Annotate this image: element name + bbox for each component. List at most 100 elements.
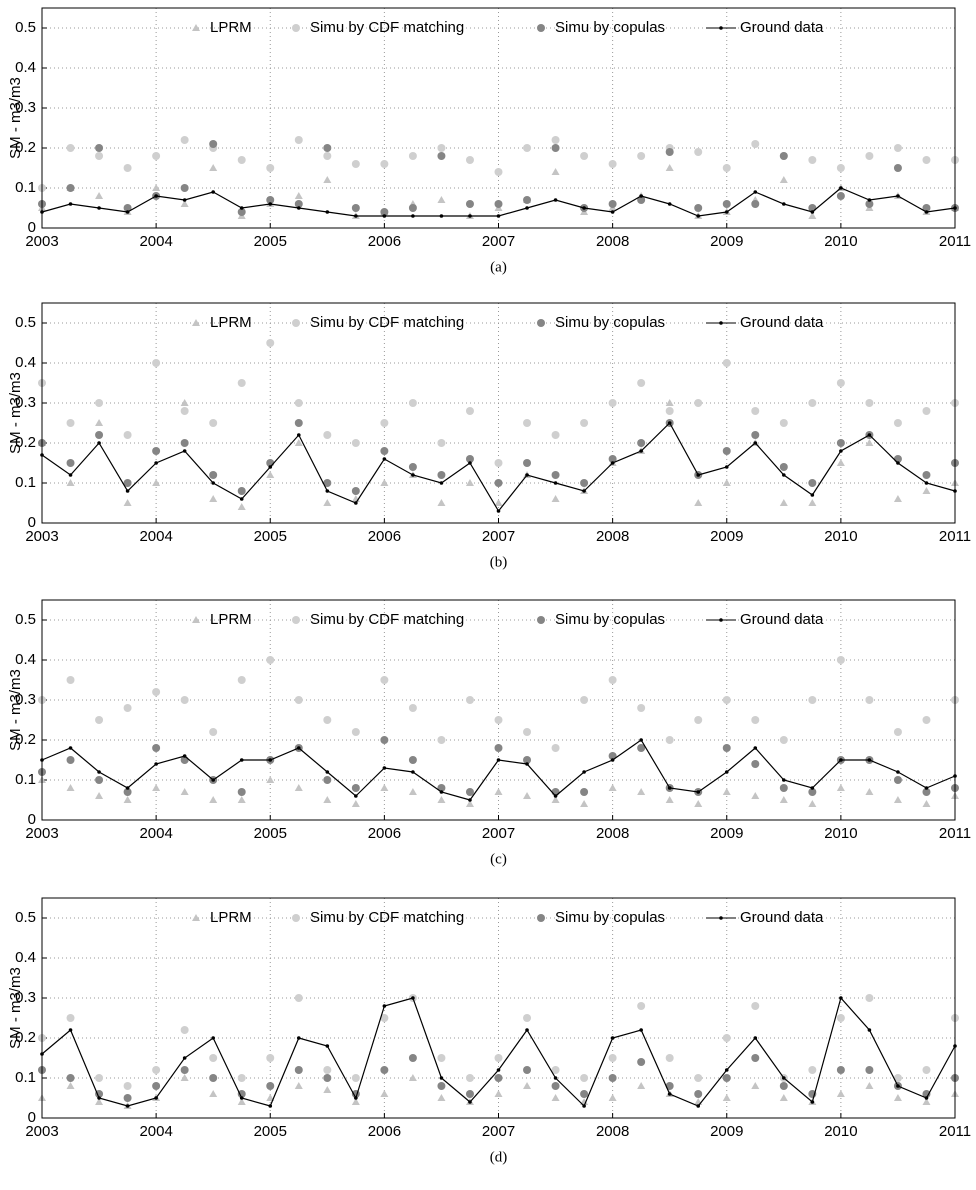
point [496,758,501,762]
x-tick-label: 2011 [939,1123,971,1140]
point [836,192,845,200]
y-tick-label: 0.2 [15,731,36,748]
point [354,501,358,505]
point [722,200,731,208]
point [922,407,931,415]
legend-marker [537,914,545,922]
point [665,399,674,406]
y-tick-label: 0 [28,811,36,828]
point [751,140,760,148]
point [351,800,360,807]
point [95,776,104,784]
point [779,463,788,471]
point [810,786,815,790]
point [323,776,332,784]
point [465,479,474,486]
x-tick-label: 2010 [824,528,857,545]
point [637,1058,646,1066]
point [382,214,387,218]
y-tick-label: 0.1 [15,771,36,788]
point [496,214,501,218]
y-tick-label: 0.3 [15,99,36,116]
point [639,1028,643,1032]
point [494,1090,503,1097]
point [323,176,332,183]
point [553,1076,558,1080]
x-tick-label: 2009 [710,528,743,545]
x-tick-label: 2007 [482,1123,515,1140]
point [665,736,674,744]
x-tick-label: 2011 [939,233,971,250]
point [209,140,218,148]
y-tick-label: 0.3 [15,989,36,1006]
point [808,800,817,807]
point [351,160,360,168]
point [525,762,529,766]
point [865,1066,874,1074]
point [608,784,617,791]
point [294,136,303,144]
point [294,1082,303,1089]
point [696,473,701,477]
point [209,796,218,803]
point [865,994,874,1002]
legend-marker [719,618,723,622]
point [665,1054,674,1062]
point [211,778,215,782]
caption: (d) [490,1149,508,1165]
x-tick-label: 2008 [596,528,629,545]
point [68,473,73,477]
point [465,1074,474,1082]
point [751,760,760,768]
point [865,1082,874,1089]
point [580,696,589,704]
point [637,196,646,204]
point [494,499,503,506]
point [97,441,101,445]
point [437,1094,446,1101]
point [836,784,845,791]
point [380,1090,389,1097]
x-tick-label: 2004 [139,233,172,250]
point [209,471,218,479]
point [865,152,874,160]
point [465,200,474,208]
point [296,1036,301,1040]
point [836,439,845,447]
point [523,459,532,467]
point [95,192,104,199]
point [779,784,788,792]
y-tick-label: 0 [28,514,36,531]
point [152,184,161,191]
point [180,1074,189,1081]
point [411,214,415,218]
point [180,1066,189,1074]
y-tick-label: 0.3 [15,691,36,708]
point [722,1074,731,1082]
point [152,784,161,791]
point [637,788,646,795]
point [237,796,246,803]
point [779,1094,788,1101]
point [354,214,358,218]
point [839,996,843,1000]
point [696,790,701,794]
point [494,1054,503,1062]
point [66,419,75,427]
point [808,499,817,506]
point [722,479,731,486]
plot-area [42,8,955,228]
point [865,399,874,407]
point [382,766,387,770]
point [810,210,815,214]
point [808,696,817,704]
point [439,1076,444,1080]
point [810,493,815,497]
y-axis-label: SM - m3/m3 [7,967,24,1049]
point [351,1098,360,1105]
point [182,1056,187,1060]
point [95,152,104,160]
point [68,746,73,750]
point [266,339,275,347]
point [523,144,532,152]
